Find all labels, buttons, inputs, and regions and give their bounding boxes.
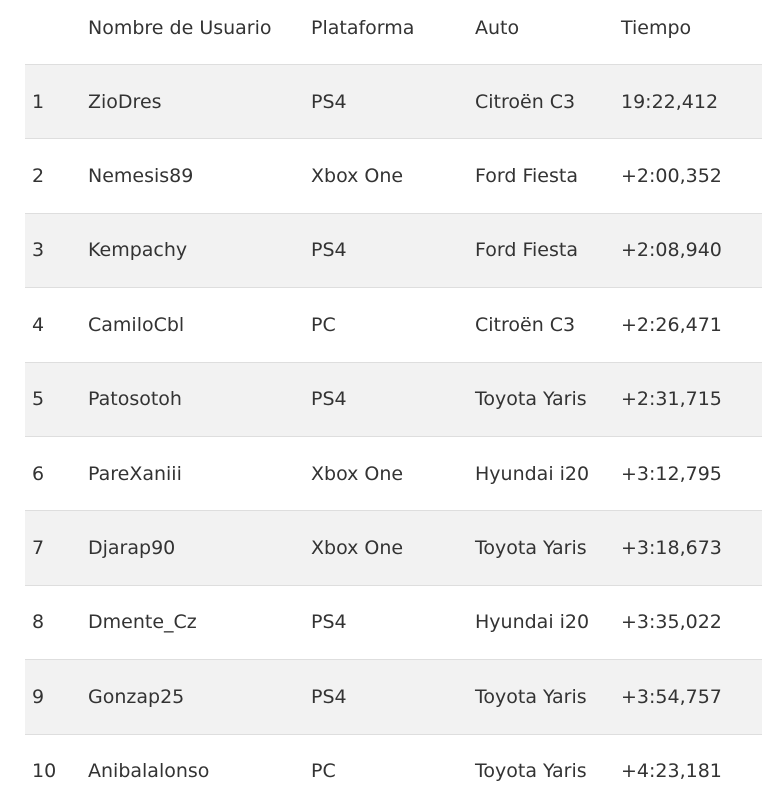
cell-position: 6 [32,462,45,485]
cell-time: +2:26,471 [621,313,722,336]
header-platform: Plataforma [311,17,415,39]
cell-time: 19:22,412 [621,90,719,113]
cell-platform: Xbox One [311,165,404,188]
cell-position: 2 [32,165,45,188]
cell-user: Gonzap25 [88,685,185,708]
cell-user: Patosotoh [88,388,182,411]
table-row: 2 Nemesis89 Xbox One Ford Fiesta +2:00,352 [25,138,762,213]
cell-time: +3:54,757 [621,685,722,708]
cell-position: 7 [32,537,45,560]
cell-user: CamiloCbl [88,313,185,336]
table-body: 1 ZioDres PS4 Citroën C3 19:22,412 2 Nemesis89… [25,64,762,808]
table-row: 8 Dmente_Cz PS4 Hyundai i20 +3:35,022 [25,584,762,660]
table-row: 4 CamiloCbl PC Citroën C3 +2:26,471 [25,287,762,362]
table-header-row: Nombre de Usuario Plataforma Auto Tiempo [25,0,762,64]
cell-position: 9 [32,685,45,708]
cell-platform: Xbox One [311,462,404,485]
cell-car: Toyota Yaris [475,685,587,708]
cell-time: +3:18,673 [621,537,722,560]
cell-car: Toyota Yaris [475,760,587,783]
cell-position: 4 [32,313,45,336]
cell-car: Ford Fiesta [475,239,578,262]
cell-platform: PS4 [311,90,347,113]
cell-car: Citroën C3 [475,90,576,113]
cell-user: Dmente_Cz [88,611,197,634]
cell-car: Citroën C3 [475,313,576,336]
cell-platform: PC [311,313,336,336]
cell-car: Hyundai i20 [475,611,590,634]
cell-platform: PC [311,760,336,783]
header-car: Auto [475,17,520,39]
cell-user: ZioDres [88,90,162,113]
cell-platform: PS4 [311,388,347,411]
cell-car: Hyundai i20 [475,462,590,485]
table-row: 5 Patosotoh PS4 Toyota Yaris +2:31,715 [25,361,762,436]
cell-time: +3:12,795 [621,462,722,485]
cell-user: Nemesis89 [88,165,194,188]
table-row: 9 Gonzap25 PS4 Toyota Yaris +3:54,757 [25,659,762,734]
cell-user: Kempachy [88,239,188,262]
cell-time: +4:23,181 [621,760,722,783]
table-row: 1 ZioDres PS4 Citroën C3 19:22,412 [25,64,762,139]
cell-position: 3 [32,239,45,262]
cell-user: Djarap90 [88,537,176,560]
cell-platform: Xbox One [311,537,404,560]
table-row: 3 Kempachy PS4 Ford Fiesta +2:08,940 [25,212,762,288]
cell-time: +2:08,940 [621,239,722,262]
header-user: Nombre de Usuario [88,17,272,39]
cell-user: PareXaniii [88,462,182,485]
cell-platform: PS4 [311,239,347,262]
table-row: 10 Anibalalonso PC Toyota Yaris +4:23,181 [25,733,762,808]
table-row: 6 PareXaniii Xbox One Hyundai i20 +3:12,795 [25,435,762,511]
cell-platform: PS4 [311,685,347,708]
cell-position: 5 [32,388,45,411]
cell-time: +3:35,022 [621,611,722,634]
cell-platform: PS4 [311,611,347,634]
table-row: 7 Djarap90 Xbox One Toyota Yaris +3:18,673 [25,510,762,585]
cell-car: Toyota Yaris [475,388,587,411]
cell-position: 1 [32,90,45,113]
cell-user: Anibalalonso [88,760,210,783]
cell-position: 8 [32,611,45,634]
header-time: Tiempo [621,17,692,39]
leaderboard-table: Nombre de Usuario Plataforma Auto Tiempo… [25,0,762,808]
cell-car: Ford Fiesta [475,165,578,188]
cell-time: +2:00,352 [621,165,722,188]
cell-position: 10 [32,760,57,783]
cell-time: +2:31,715 [621,388,722,411]
cell-car: Toyota Yaris [475,537,587,560]
